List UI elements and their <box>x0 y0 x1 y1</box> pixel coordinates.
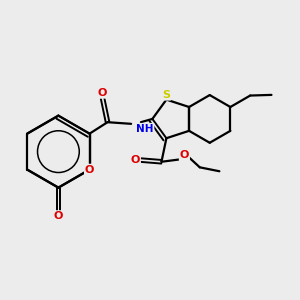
Text: S: S <box>162 90 170 100</box>
Text: O: O <box>54 211 63 221</box>
Text: O: O <box>180 150 189 160</box>
Text: NH: NH <box>136 124 154 134</box>
Text: O: O <box>130 155 140 165</box>
Text: O: O <box>85 165 94 175</box>
Text: O: O <box>98 88 107 98</box>
